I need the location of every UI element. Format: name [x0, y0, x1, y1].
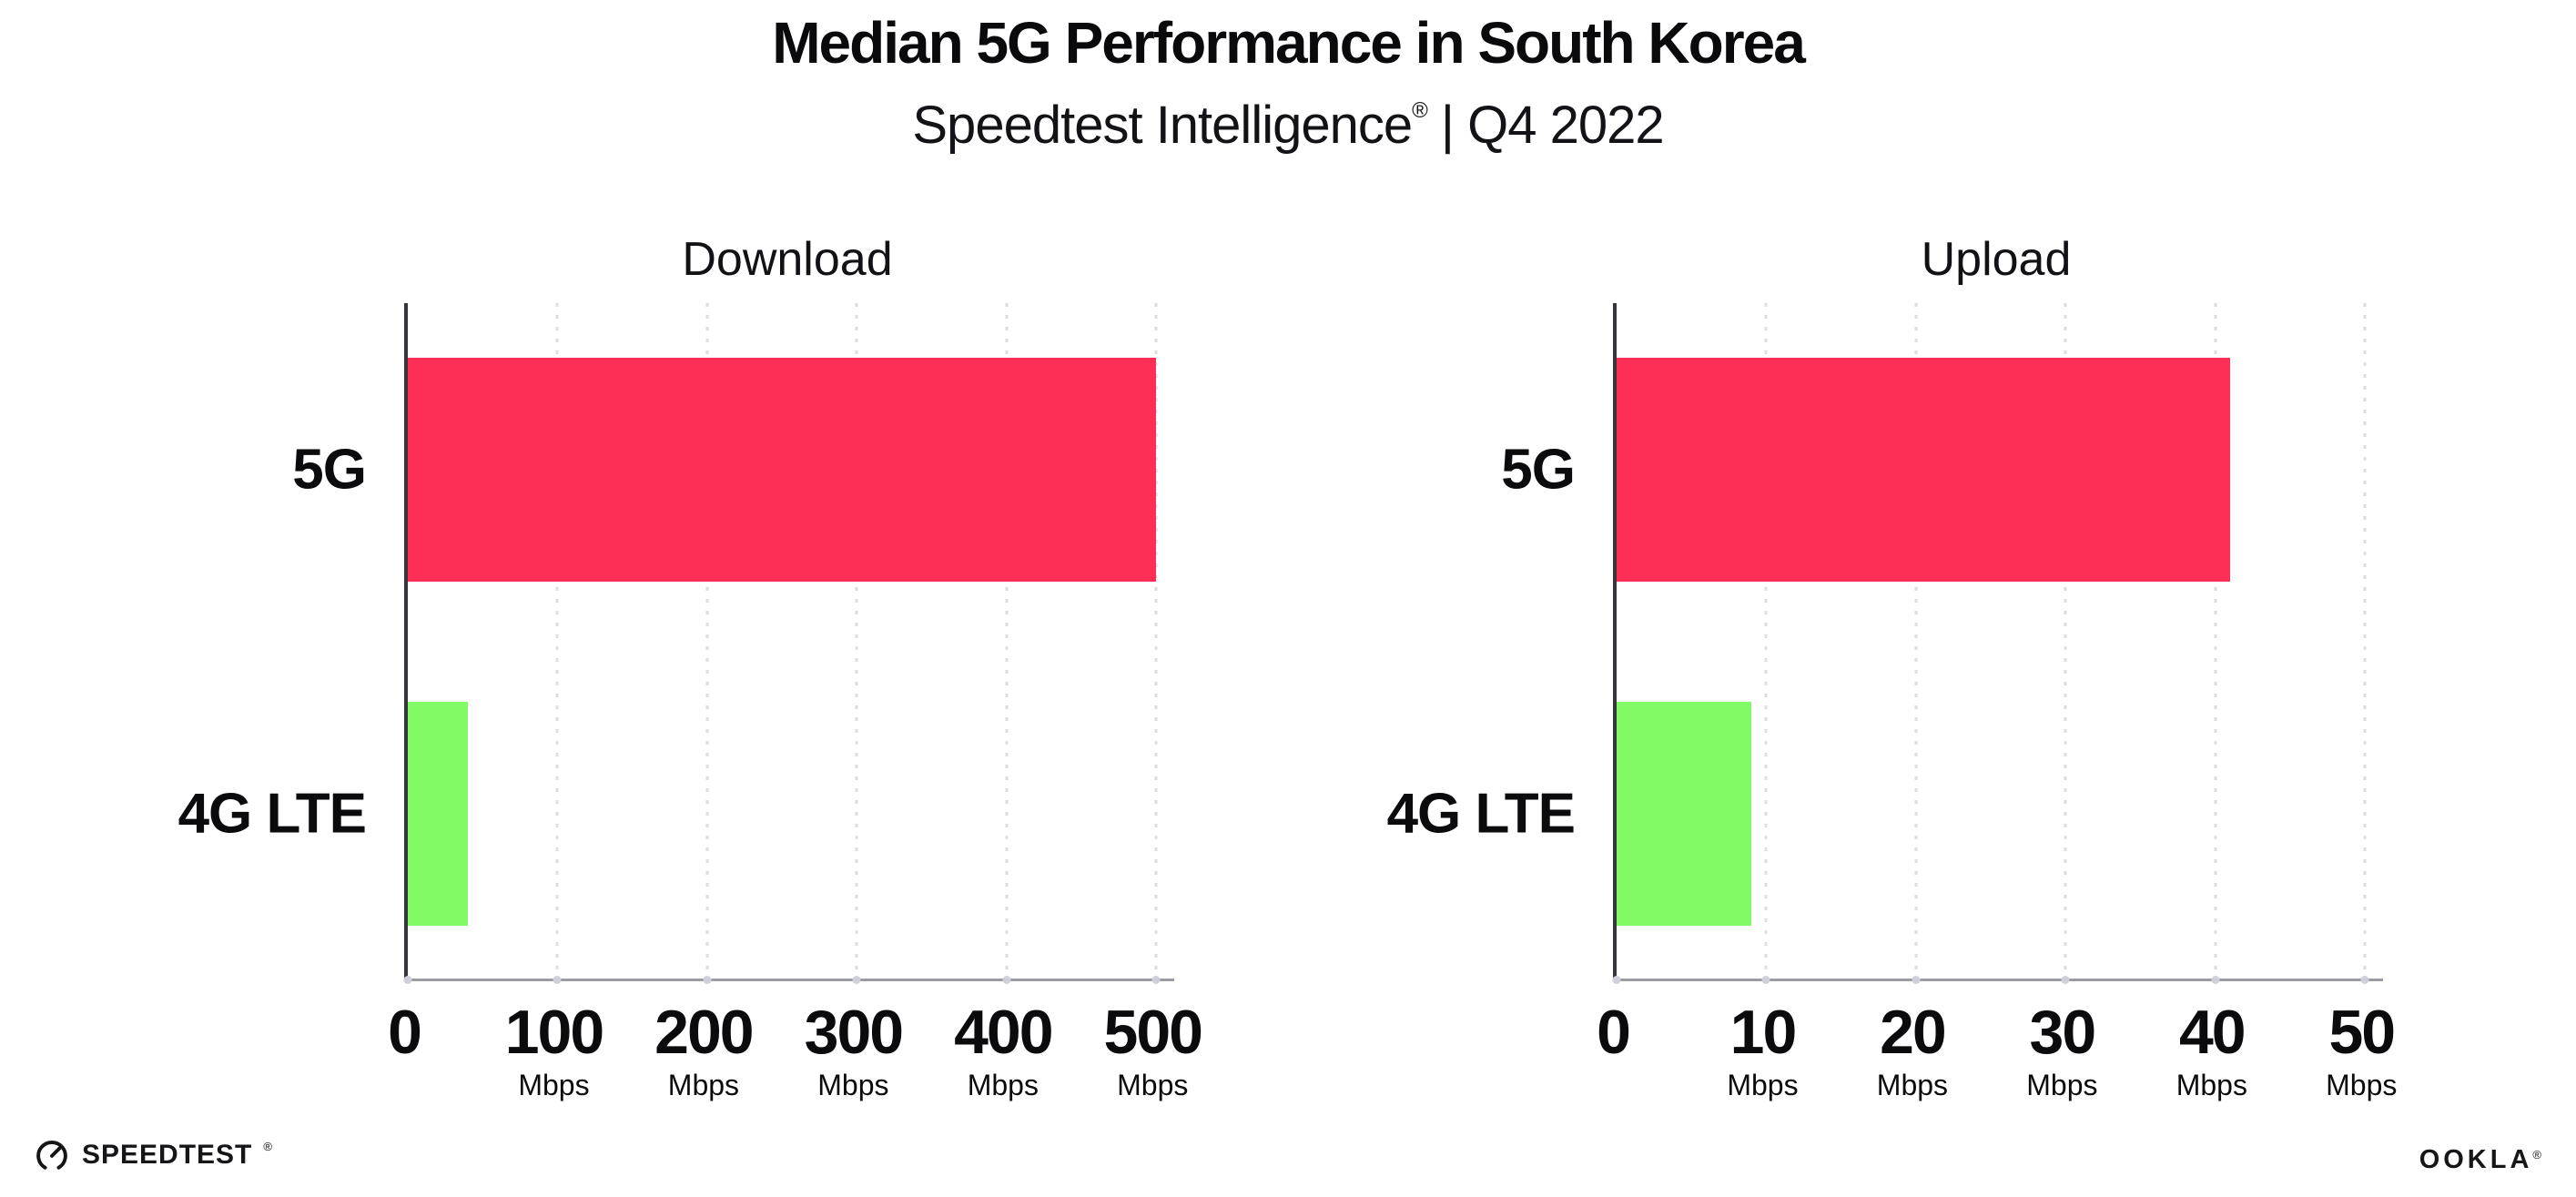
gridline-50 [2363, 303, 2367, 979]
x-tick-label-500: 500 Mbps [1103, 998, 1203, 1101]
speedtest-logo: SPEEDTEST ® [33, 1136, 272, 1174]
download-x-axis: 0 100 Mbps 200 Mbps 300 Mbps 400 Mbps 500 Mbps [0, 1001, 1211, 1124]
category-label-4g-lte: 4G LTE [177, 782, 367, 846]
x-tick-label-10: 10 Mbps [1727, 1001, 1798, 1100]
x-tick-unit-400: Mbps [967, 1069, 1039, 1101]
x-tick-label-30: 30 Mbps [2026, 1001, 2097, 1100]
upload-chart: Upload 0 10 Mbps 20 Mbps 30 Mbps 40 Mbps 50 Mbps 5… [1209, 232, 2419, 1124]
axis-tick-200 [703, 976, 712, 984]
bar-4g-lte [408, 702, 468, 926]
axis-tick-100 [553, 976, 562, 984]
gridline-30 [2064, 303, 2067, 979]
gridline-20 [1914, 303, 1918, 979]
x-tick-value-20: 20 [1880, 998, 1947, 1067]
x-tick-value-0: 0 [388, 998, 422, 1067]
x-tick-unit-40: Mbps [2175, 1069, 2247, 1101]
x-tick-value-300: 300 [804, 998, 904, 1067]
speedtest-registered-icon: ® [263, 1139, 272, 1153]
x-tick-value-30: 30 [2029, 998, 2097, 1067]
bar-4g-lte [1617, 702, 1751, 926]
axis-tick-50 [2360, 976, 2369, 984]
download-chart-title: Download [682, 233, 893, 286]
x-tick-label-40: 40 Mbps [2176, 1001, 2247, 1100]
x-tick-label-50: 50 Mbps [2326, 1001, 2397, 1100]
speedtest-gauge-icon [36, 1141, 67, 1170]
axis-tick-500 [1151, 976, 1161, 984]
download-plot-area [403, 303, 1174, 984]
bar-5g [408, 358, 1157, 582]
gridline-100 [555, 303, 559, 979]
upload-x-axis: 0 10 Mbps 20 Mbps 30 Mbps 40 Mbps 50 Mbps [1209, 1001, 2419, 1124]
axis-tick-0 [403, 976, 412, 984]
download-chart: Download 0 100 Mbps 200 Mbps 300 Mbps 400 Mbps 50… [0, 232, 1211, 1124]
x-tick-value-200: 200 [654, 998, 754, 1067]
x-tick-value-50: 50 [2328, 998, 2396, 1067]
x-tick-unit-200: Mbps [667, 1069, 740, 1101]
bar-5g [1617, 358, 2231, 582]
x-tick-label-100: 100 Mbps [504, 998, 604, 1101]
x-tick-label-200: 200 Mbps [654, 998, 754, 1101]
x-tick-label-0: 0 [388, 998, 422, 1067]
gridline-500 [1154, 303, 1158, 979]
x-tick-unit-20: Mbps [1876, 1069, 1949, 1101]
category-label-5g: 5G [1501, 438, 1576, 502]
x-tick-label-300: 300 Mbps [804, 998, 904, 1101]
x-tick-unit-10: Mbps [1727, 1069, 1799, 1101]
axis-tick-30 [2061, 976, 2070, 984]
x-tick-value-0: 0 [1597, 998, 1631, 1067]
x-tick-unit-50: Mbps [2326, 1069, 2398, 1101]
category-label-5g: 5G [292, 438, 367, 502]
page-title: Median 5G Performance in South Korea [772, 10, 1806, 76]
category-label-4g-lte: 4G LTE [1386, 782, 1576, 846]
ookla-wordmark: OOKLA [2419, 1145, 2533, 1174]
axis-tick-0 [1612, 976, 1621, 984]
x-tick-value-10: 10 [1729, 998, 1798, 1067]
gridline-200 [705, 303, 709, 979]
ookla-registered-icon: ® [2532, 1148, 2545, 1161]
x-tick-value-100: 100 [504, 998, 604, 1067]
x-tick-unit-100: Mbps [518, 1069, 590, 1101]
gridline-10 [1764, 303, 1768, 979]
x-tick-unit-500: Mbps [1117, 1069, 1189, 1101]
page-subtitle: Speedtest Intelligence® | Q4 2022 [0, 95, 2576, 156]
gridline-40 [2214, 303, 2217, 979]
axis-tick-400 [1002, 976, 1011, 984]
x-tick-label-20: 20 Mbps [1877, 1001, 1948, 1100]
speedtest-wordmark: SPEEDTEST [82, 1140, 253, 1170]
gridline-300 [855, 303, 858, 979]
axis-tick-10 [1761, 976, 1770, 984]
ookla-logo: OOKLA® [2419, 1145, 2545, 1175]
upload-chart-title: Upload [1921, 233, 2072, 286]
x-tick-value-400: 400 [954, 998, 1053, 1067]
x-tick-unit-30: Mbps [2026, 1069, 2098, 1101]
axis-tick-300 [852, 976, 861, 984]
x-tick-label-400: 400 Mbps [954, 998, 1053, 1101]
gridline-400 [1005, 303, 1009, 979]
x-tick-value-40: 40 [2178, 998, 2246, 1067]
upload-plot-area [1612, 303, 2383, 984]
axis-tick-40 [2211, 976, 2220, 984]
x-tick-unit-300: Mbps [817, 1069, 889, 1101]
subtitle-brand: Speedtest Intelligence [912, 96, 1413, 155]
axis-tick-20 [1912, 976, 1921, 984]
registered-trademark-icon: ® [1412, 98, 1428, 123]
subtitle-period: | Q4 2022 [1426, 96, 1665, 155]
x-tick-label-0: 0 [1597, 998, 1631, 1067]
x-tick-value-500: 500 [1103, 998, 1203, 1067]
